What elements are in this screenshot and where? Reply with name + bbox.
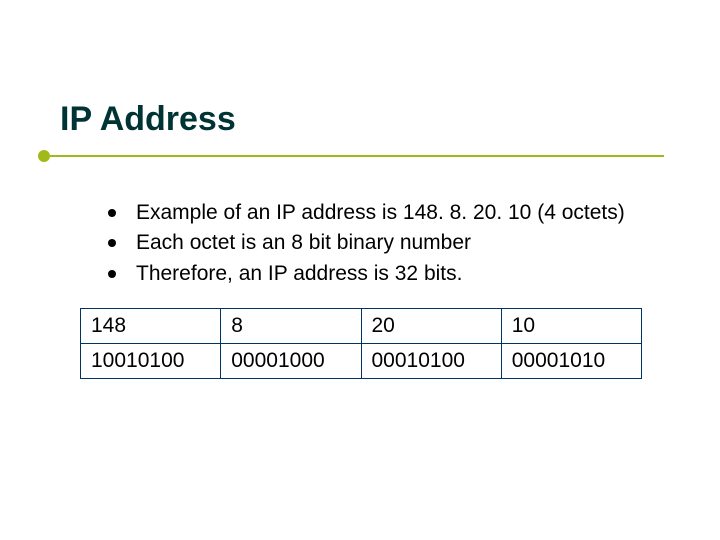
bullet-list: Example of an IP address is 148. 8. 20. … [108, 200, 668, 291]
table-cell: 10010100 [81, 344, 221, 379]
bullet-text: Example of an IP address is 148. 8. 20. … [136, 201, 625, 224]
table-cell: 00010100 [361, 344, 501, 379]
table-cell: 20 [361, 309, 501, 344]
bullet-text: Therefore, an IP address is 32 bits. [136, 262, 462, 285]
slide-title: IP Address [60, 100, 236, 139]
list-item: Example of an IP address is 148. 8. 20. … [108, 200, 668, 226]
table-cell: 148 [81, 309, 221, 344]
table-cell: 8 [221, 309, 361, 344]
table-cell: 10 [501, 309, 641, 344]
table-cell: 00001000 [221, 344, 361, 379]
list-item: Each octet is an 8 bit binary number [108, 230, 668, 256]
bullet-text: Each octet is an 8 bit binary number [136, 231, 471, 254]
slide: IP Address Example of an IP address is 1… [0, 0, 720, 540]
underline-dot-icon [38, 150, 50, 162]
table-cell: 00001010 [501, 344, 641, 379]
underline-line [50, 155, 664, 157]
list-item: Therefore, an IP address is 32 bits. [108, 261, 668, 287]
ip-octet-table: 148 8 20 10 10010100 00001000 00010100 0… [80, 308, 642, 379]
title-underline [38, 148, 678, 164]
table-row: 148 8 20 10 [81, 309, 642, 344]
table-row: 10010100 00001000 00010100 00001010 [81, 344, 642, 379]
